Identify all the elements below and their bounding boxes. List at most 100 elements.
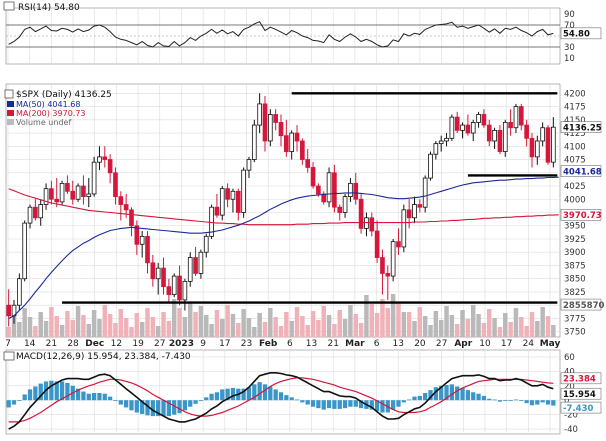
candle-body xyxy=(6,304,11,317)
rsi-tick-label: 70 xyxy=(564,21,575,31)
candle-body xyxy=(273,114,278,123)
volume-bar xyxy=(529,312,535,337)
macd-tick-label: -20 xyxy=(564,411,578,421)
candle-body xyxy=(310,167,316,187)
macd-histogram-bar xyxy=(86,393,91,401)
macd-histogram-bar xyxy=(177,400,182,414)
candle-body xyxy=(454,116,460,131)
candle-body xyxy=(107,159,113,174)
candle-body xyxy=(289,132,295,152)
volume-bar xyxy=(294,307,300,337)
candle-body xyxy=(396,241,401,248)
volume-bar xyxy=(155,326,161,337)
volume-bar xyxy=(417,307,423,337)
x-tick-label: 17 xyxy=(219,339,230,349)
volume-bar xyxy=(91,310,97,337)
candle-body xyxy=(438,140,444,145)
macd-histogram-bar xyxy=(145,400,150,416)
macd-histogram-bar xyxy=(481,395,487,401)
volume-bar xyxy=(497,327,503,337)
x-tick-label: 12 xyxy=(111,339,122,349)
x-tick-label: 10 xyxy=(479,339,491,349)
macd-panel-frame xyxy=(5,349,561,435)
volume-bar xyxy=(43,321,49,337)
macd-histogram-bar xyxy=(273,389,278,401)
macd-histogram-bar xyxy=(17,400,22,402)
macd-histogram-bar xyxy=(337,400,342,409)
volume-bar xyxy=(406,312,412,337)
macd-histogram-bar xyxy=(124,400,129,408)
x-tick-label: 20 xyxy=(414,339,426,349)
volume-bar xyxy=(551,325,556,337)
volume-bar xyxy=(412,321,417,337)
volume-bar xyxy=(289,321,294,337)
price-tick-label: 4175 xyxy=(564,103,586,113)
volume-bar xyxy=(305,325,310,337)
candle-body xyxy=(294,132,300,142)
volume-bar xyxy=(454,324,460,337)
macd-histogram-bar xyxy=(166,400,171,417)
macd-histogram-bar xyxy=(97,393,102,401)
volume-bar xyxy=(390,294,396,337)
candle-body xyxy=(401,209,407,248)
candle-body xyxy=(540,127,545,142)
macd-histogram-bar xyxy=(449,384,455,401)
volume-bar xyxy=(508,322,513,337)
candle-body xyxy=(219,188,225,216)
macd-histogram-bar xyxy=(257,382,262,401)
macd-histogram-bar xyxy=(22,394,27,401)
volume-bar xyxy=(476,314,481,337)
volume-bar xyxy=(139,322,145,337)
candle-body xyxy=(27,206,33,224)
macd-histogram-bar xyxy=(369,400,374,410)
volume-bar xyxy=(380,299,385,337)
x-tick-label: 21 xyxy=(327,339,338,349)
macd-histogram-bar xyxy=(545,400,551,405)
macd-histogram-bar xyxy=(150,400,155,417)
macd-histogram-bar xyxy=(27,389,33,401)
volume-bar xyxy=(27,317,33,337)
macd-histogram-bar xyxy=(81,391,86,401)
macd-histogram-bar xyxy=(353,400,358,407)
volume-bar xyxy=(433,311,439,337)
candle-body xyxy=(145,235,150,264)
macd-histogram-bar xyxy=(326,400,332,409)
macd-histogram-bar xyxy=(342,400,348,409)
macd-histogram-bar xyxy=(487,398,492,401)
price-tick-label: 3850 xyxy=(564,275,586,285)
macd-histogram-bar xyxy=(476,393,481,401)
volume-bar xyxy=(401,312,407,337)
volume-bar xyxy=(246,318,252,337)
volume-bar xyxy=(470,305,476,337)
candle-body xyxy=(86,193,92,198)
histogram-tag-box xyxy=(560,401,602,414)
macd-title: MACD(12,26,9) 15.954, 23.384, -7.430 xyxy=(16,352,191,362)
macd-histogram-bar xyxy=(161,400,166,417)
candle-body xyxy=(81,185,86,198)
x-tick-label: 6 xyxy=(287,339,293,349)
candle-body xyxy=(59,182,65,203)
x-tick-label: Dec xyxy=(85,339,104,349)
x-tick-label: 14 xyxy=(24,339,36,349)
candle-body xyxy=(257,103,262,126)
volume-bar xyxy=(177,308,182,337)
volume-bar xyxy=(273,317,278,337)
candle-body xyxy=(502,122,508,152)
candle-body xyxy=(433,143,439,155)
macd-histogram-bar xyxy=(182,400,188,411)
signal-tag-box xyxy=(560,372,602,385)
price-tick-label: 4100 xyxy=(564,142,586,152)
candle-body xyxy=(332,172,337,208)
candle-body xyxy=(161,267,166,288)
volume-legend-marker xyxy=(7,119,14,125)
volume-bar xyxy=(444,306,449,337)
volume-bar xyxy=(102,305,108,337)
macd-histogram-bar xyxy=(156,400,161,417)
candle-body xyxy=(203,235,209,253)
macd-histogram-bar xyxy=(268,386,273,401)
macd-histogram-bar xyxy=(91,393,97,401)
volume-bar xyxy=(321,306,326,337)
candle-body xyxy=(422,177,428,208)
macd-histogram-bar xyxy=(241,388,246,401)
macd-tag-box xyxy=(560,387,602,400)
